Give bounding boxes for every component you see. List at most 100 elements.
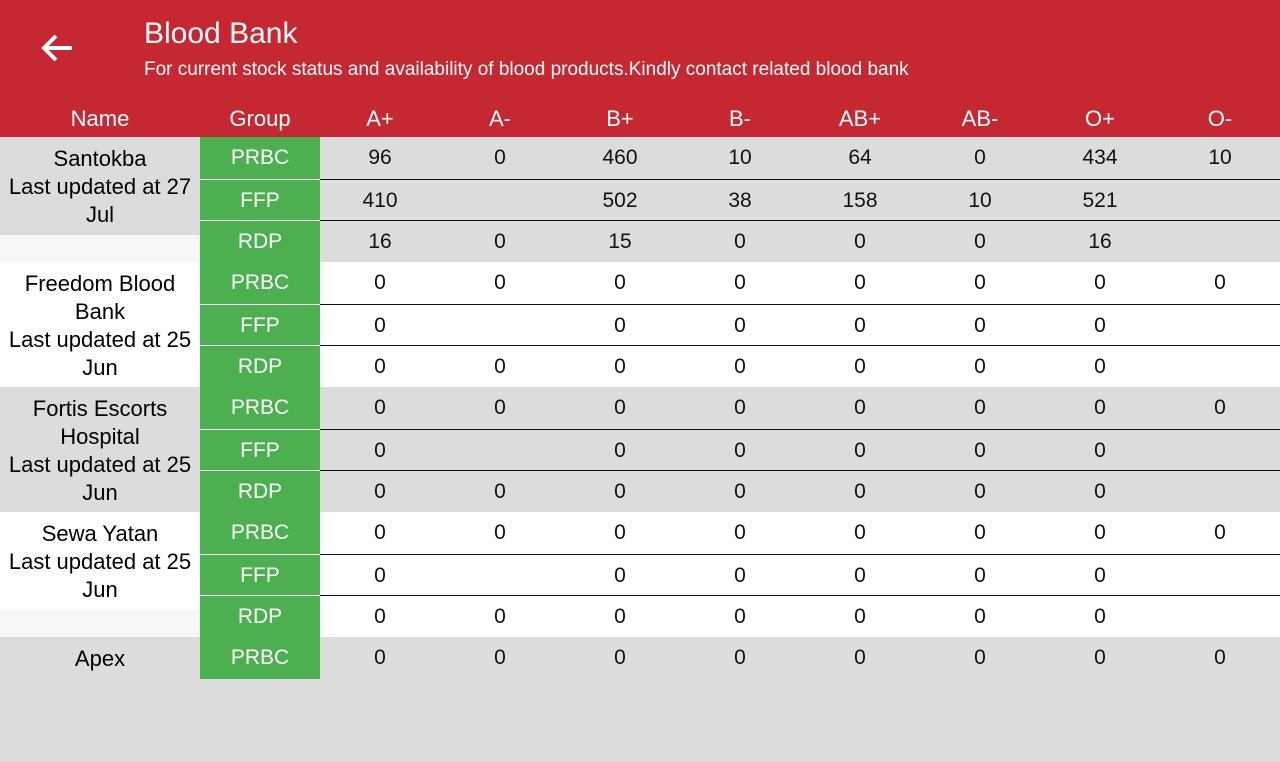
table-row: RDP 16 0 15 0 0 0 16 bbox=[200, 220, 1280, 263]
spacer bbox=[0, 610, 200, 637]
stock-cell: 410 bbox=[362, 188, 398, 212]
bank-name-cell[interactable]: Sewa Yatan Last updated at 25 Jun bbox=[0, 512, 200, 604]
stock-cell: 0 bbox=[734, 230, 746, 254]
table-row: FFP 0 0 0 0 0 0 bbox=[200, 428, 1280, 472]
spacer bbox=[0, 235, 200, 262]
bank-name-cell[interactable]: Apex bbox=[0, 637, 200, 673]
stock-cell: 502 bbox=[602, 188, 638, 212]
column-header: O- bbox=[1207, 106, 1233, 131]
stock-cell: 0 bbox=[614, 438, 626, 462]
table-row: RDP 0 0 0 0 0 0 0 bbox=[200, 470, 1280, 513]
stock-cell: 0 bbox=[374, 271, 386, 294]
stock-cell: 0 bbox=[1094, 271, 1106, 294]
table-row: FFP 0 0 0 0 0 0 bbox=[200, 553, 1280, 597]
stock-cell: 0 bbox=[974, 230, 986, 254]
stock-cell: 0 bbox=[1094, 355, 1106, 379]
page-subtitle: For current stock status and availabilit… bbox=[144, 59, 909, 80]
stock-cell: 0 bbox=[854, 563, 866, 587]
table-row: PRBC 96 0 460 10 64 0 434 10 bbox=[200, 137, 1280, 179]
group-cell: FFP bbox=[200, 428, 320, 472]
bank-name: Santokba bbox=[53, 146, 147, 171]
stock-cell: 96 bbox=[368, 146, 392, 169]
group-cell: FFP bbox=[200, 303, 320, 347]
table-row: FFP 410 502 38 158 10 521 bbox=[200, 178, 1280, 222]
arrow-left-icon bbox=[41, 34, 72, 62]
last-updated: Last updated at 25 Jun bbox=[8, 452, 192, 505]
stock-cell: 0 bbox=[974, 146, 986, 169]
stock-cell: 0 bbox=[614, 646, 626, 669]
stock-cell: 0 bbox=[374, 521, 386, 544]
stock-cell bbox=[440, 180, 560, 221]
stock-cell: 0 bbox=[734, 438, 746, 462]
stock-cell bbox=[1160, 305, 1280, 346]
stock-cell: 521 bbox=[1082, 188, 1118, 212]
group-cell: PRBC bbox=[200, 387, 320, 429]
group-cell: RDP bbox=[200, 345, 320, 388]
stock-cell: 0 bbox=[854, 521, 866, 544]
stock-cell: 0 bbox=[494, 355, 506, 379]
column-header: AB+ bbox=[838, 106, 882, 131]
stock-cell: 0 bbox=[734, 480, 746, 504]
stock-cell bbox=[1160, 180, 1280, 221]
group-cell: RDP bbox=[200, 470, 320, 513]
stock-cell: 0 bbox=[734, 313, 746, 337]
stock-cell: 0 bbox=[374, 313, 386, 337]
stock-cell: 0 bbox=[374, 480, 386, 504]
stock-cell: 0 bbox=[374, 438, 386, 462]
column-header: B+ bbox=[606, 106, 634, 131]
stock-cell: 0 bbox=[974, 313, 986, 337]
stock-cell: 0 bbox=[974, 646, 986, 669]
stock-cell: 0 bbox=[854, 271, 866, 294]
stock-cell: 0 bbox=[1094, 313, 1106, 337]
bank-block: Apex PRBC 0 0 0 0 0 0 0 0 bbox=[0, 637, 1280, 762]
stock-cell: 0 bbox=[974, 605, 986, 629]
stock-cell: 0 bbox=[614, 396, 626, 419]
stock-cell: 16 bbox=[1088, 230, 1112, 254]
stock-cell: 0 bbox=[494, 146, 506, 169]
stock-cell: 0 bbox=[614, 521, 626, 544]
column-headers: Name Group A+ A- B+ B- AB+ AB- O+ O- bbox=[0, 100, 1280, 137]
stock-cell: 0 bbox=[974, 396, 986, 419]
stock-cell: 0 bbox=[1094, 480, 1106, 504]
stock-cell bbox=[1160, 221, 1280, 262]
table-row: RDP 0 0 0 0 0 0 0 bbox=[200, 595, 1280, 638]
back-button[interactable] bbox=[36, 26, 80, 70]
stock-cell: 0 bbox=[854, 396, 866, 419]
stock-cell: 0 bbox=[614, 355, 626, 379]
stock-cell bbox=[1160, 555, 1280, 596]
stock-cell: 10 bbox=[728, 146, 752, 169]
stock-cell: 0 bbox=[494, 230, 506, 254]
bank-name-cell[interactable]: Freedom Blood Bank Last updated at 25 Jun bbox=[0, 262, 200, 382]
stock-cell bbox=[440, 430, 560, 471]
bank-name: Sewa Yatan bbox=[41, 521, 159, 546]
stock-cell bbox=[440, 555, 560, 596]
column-header: A- bbox=[489, 106, 511, 131]
table-row: PRBC 0 0 0 0 0 0 0 0 bbox=[200, 512, 1280, 554]
stock-cell: 0 bbox=[854, 480, 866, 504]
last-updated: Last updated at 27 Jul bbox=[8, 174, 192, 227]
group-cell: PRBC bbox=[200, 637, 320, 679]
stock-cell: 0 bbox=[614, 605, 626, 629]
stock-cell: 0 bbox=[1094, 438, 1106, 462]
stock-cell: 0 bbox=[734, 271, 746, 294]
column-header: A+ bbox=[366, 106, 394, 131]
stock-cell: 0 bbox=[374, 355, 386, 379]
stock-cell bbox=[1160, 346, 1280, 387]
stock-cell: 0 bbox=[374, 396, 386, 419]
stock-cell: 0 bbox=[854, 230, 866, 254]
bank-name-cell[interactable]: Santokba Last updated at 27 Jul bbox=[0, 137, 200, 229]
bank-name: Fortis Escorts Hospital bbox=[32, 396, 168, 449]
stock-cell: 15 bbox=[608, 230, 632, 254]
bank-block: Sewa Yatan Last updated at 25 Jun PRBC 0 0 0 0… bbox=[0, 512, 1280, 638]
bank-name-cell[interactable]: Fortis Escorts Hospital Last updated at 2… bbox=[0, 387, 200, 507]
stock-cell bbox=[1160, 596, 1280, 637]
stock-cell: 0 bbox=[494, 521, 506, 544]
stock-cell: 0 bbox=[614, 313, 626, 337]
stock-cell: 0 bbox=[974, 480, 986, 504]
stock-cell: 0 bbox=[734, 605, 746, 629]
stock-cell: 0 bbox=[1094, 605, 1106, 629]
stock-cell: 0 bbox=[734, 521, 746, 544]
last-updated: Last updated at 25 Jun bbox=[8, 327, 192, 380]
stock-cell: 38 bbox=[728, 188, 752, 212]
table-row: RDP 0 0 0 0 0 0 0 bbox=[200, 345, 1280, 388]
